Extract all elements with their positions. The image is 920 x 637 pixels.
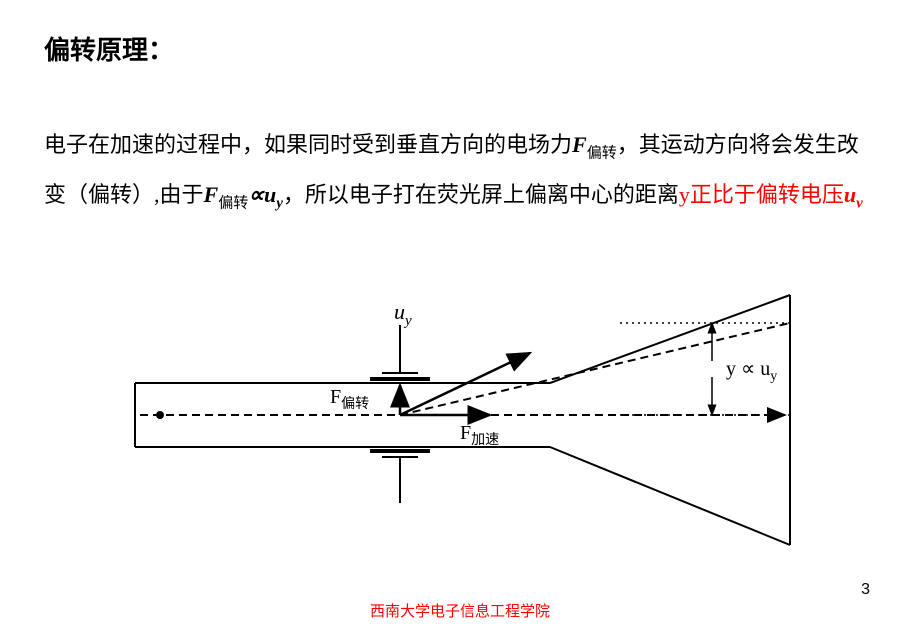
- f-deflect: F: [572, 132, 587, 157]
- body-paragraph: 电子在加速的过程中，如果同时受到垂直方向的电场力F偏转，其运动方向将会发生改变（…: [44, 124, 864, 225]
- svg-text:uy: uy: [394, 299, 412, 329]
- svg-text:y ∝ uy: y ∝ uy: [726, 358, 777, 384]
- f-deflect-sub: 偏转: [587, 145, 617, 161]
- uy-sub: y: [276, 196, 283, 212]
- page-number: 3: [861, 581, 870, 599]
- prop: ∝: [248, 182, 264, 207]
- svg-text:F加速: F加速: [460, 422, 499, 448]
- uv-sub: v: [856, 196, 863, 212]
- f-deflect2: F: [204, 182, 219, 207]
- svg-text:F偏转: F偏转: [330, 386, 369, 412]
- uy: u: [264, 182, 276, 207]
- text-p3: ，所以电子打在荧光屏上偏离中心的距离: [283, 182, 679, 207]
- f-deflect2-sub: 偏转: [218, 196, 248, 212]
- deflection-diagram: uy F偏转 F加速 y ∝ uy: [130, 285, 810, 565]
- highlight-text: y正比于偏转电压: [679, 182, 844, 207]
- text-p1: 电子在加速的过程中，如果同时受到垂直方向的电场力: [44, 132, 572, 157]
- diagram-svg: uy F偏转 F加速 y ∝ uy: [130, 285, 810, 565]
- footer: 西南大学电子信息工程学院: [0, 600, 920, 621]
- title: 偏转原理：: [44, 30, 174, 67]
- uv: u: [844, 182, 856, 207]
